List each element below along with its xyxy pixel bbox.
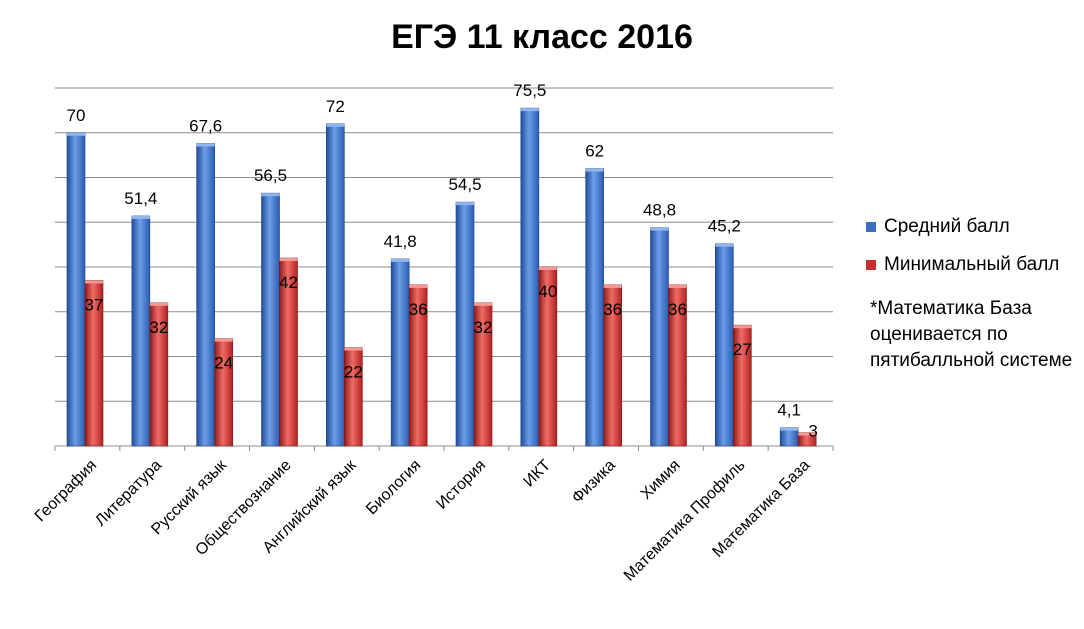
x-tick-label: История [433,457,489,513]
data-label-min: 27 [733,340,752,359]
bar-cap [650,227,669,231]
bar-cap [780,427,799,431]
bar-cap [520,108,539,112]
data-label-min: 37 [85,295,104,314]
bar-cap [279,258,298,262]
bar-mean-score [585,168,604,447]
data-label-min: 32 [474,318,493,337]
bar-mean-score [131,215,151,447]
bar-cap [603,284,622,288]
chart-title: ЕГЭ 11 класс 2016 [391,18,693,56]
data-label-min: 3 [808,422,817,441]
data-label-min: 32 [149,318,168,337]
data-label-min: 36 [603,300,622,319]
data-label-mean: 4,1 [777,401,801,420]
data-label-min: 36 [668,300,687,319]
bar-cap [196,143,215,147]
bar-mean-score [650,227,669,447]
data-label-mean: 45,2 [708,217,741,236]
data-label-mean: 67,6 [189,116,222,135]
data-label-min: 40 [538,282,557,301]
bar-mean-score [196,143,215,447]
bar-mean-score [455,201,475,447]
bar-mean-score [520,107,540,447]
legend-item-min: Минимальный балл [866,246,1059,284]
data-label-mean: 54,5 [448,175,481,194]
x-tick-label: География [32,457,100,525]
legend-label-mean: Средний балл [884,216,1010,237]
bar-cap [474,302,492,306]
bar-cap [326,123,345,127]
bar-cap [344,347,363,351]
bar-mean-score [261,192,280,447]
bar-cap [798,432,817,436]
legend-item-mean: Средний балл [866,208,1059,246]
legend: Средний балл Минимальный балл [866,208,1059,284]
x-tick-label: Химия [638,457,684,503]
chart-note: *Математика База оценивается по пятибалл… [870,298,1073,371]
bar-cap [261,193,280,197]
x-tick-label: ИКТ [520,457,554,491]
x-tick-label: Биология [363,457,424,518]
data-label-min: 22 [344,363,363,382]
bar-cap [668,284,687,288]
x-tick-label: Литература [92,457,165,530]
bar-cap [131,215,150,219]
bar-cap [733,325,752,329]
legend-swatch-mean [866,222,876,232]
bar-mean-score [390,258,410,447]
bar-mean-score [715,243,734,447]
legend-swatch-min [866,260,876,270]
data-label-mean: 41,8 [384,232,417,251]
bar-mean-score [326,123,345,447]
bar-cap [538,267,557,270]
data-label-mean: 72 [326,97,345,116]
data-label-mean: 51,4 [124,189,157,208]
data-label-min: 42 [279,273,298,292]
bar-cap [85,280,103,284]
data-label-min: 24 [214,354,233,373]
bar-cap [149,302,168,306]
bar-cap [585,168,604,172]
data-label-min: 36 [409,300,428,319]
bar-mean-score [66,132,86,447]
bar-cap [214,338,233,342]
data-label-mean: 48,8 [643,201,676,220]
x-tick-label: Физика [569,457,619,507]
bar-cap [391,258,410,262]
data-label-mean: 62 [585,142,604,161]
data-label-mean: 70 [67,106,86,125]
data-label-mean: 56,5 [254,166,287,185]
bar-cap [409,284,428,288]
data-label-mean: 75,5 [513,81,546,100]
x-tick-label: Математика Профиль [621,457,749,585]
legend-label-min: Минимальный балл [884,254,1060,275]
bar-cap [67,132,85,136]
bar-cap [456,202,474,206]
bar-cap [715,243,734,247]
